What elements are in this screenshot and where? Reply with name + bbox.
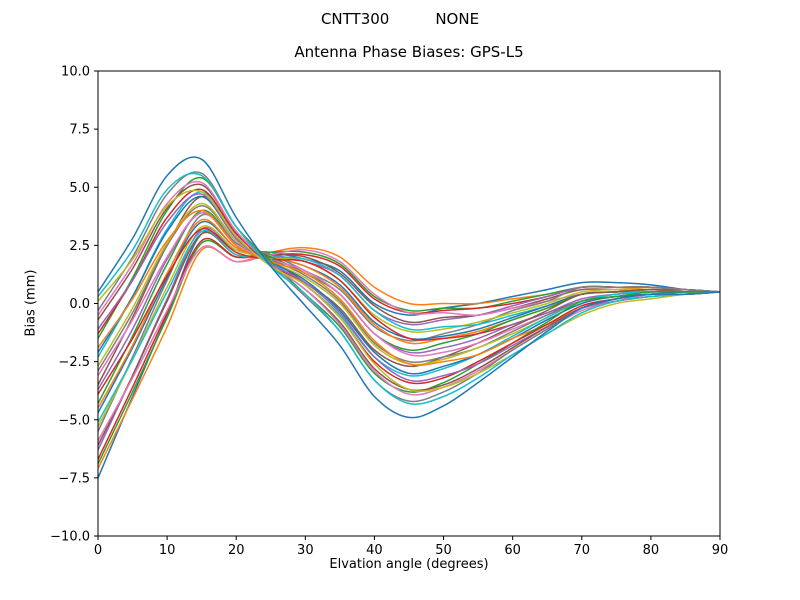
series-line <box>98 228 720 395</box>
y-tick-label: 7.5 <box>69 123 90 138</box>
series-line <box>98 246 720 470</box>
series-line <box>98 195 720 375</box>
figure-suptitle: CNTT300 NONE <box>0 10 800 28</box>
series-line <box>98 191 720 377</box>
suptitle-left-text: CNTT300 <box>320 10 390 28</box>
series-line <box>98 177 720 393</box>
x-tick-label: 60 <box>504 543 521 558</box>
series-line <box>98 189 720 392</box>
chart-title: Antenna Phase Biases: GPS-L5 <box>294 43 524 61</box>
x-tick-label: 50 <box>435 543 452 558</box>
y-tick-label: −5.0 <box>58 413 90 428</box>
x-tick-label: 90 <box>712 543 729 558</box>
x-axis-label: Elvation angle (degrees) <box>329 557 489 572</box>
y-tick-label: 5.0 <box>69 181 90 196</box>
y-tick-label: −2.5 <box>58 355 90 370</box>
x-tick-label: 70 <box>574 543 591 558</box>
series-line <box>98 195 720 386</box>
y-tick-label: 10.0 <box>61 65 90 80</box>
y-tick-label: −10.0 <box>50 530 90 545</box>
x-tick-label: 10 <box>159 543 176 558</box>
x-tick-label: 30 <box>297 543 314 558</box>
x-tick-label: 80 <box>643 543 660 558</box>
suptitle-right-text: NONE <box>435 10 480 28</box>
y-tick-label: 0.0 <box>69 297 90 312</box>
series-line <box>98 230 720 479</box>
x-tick-label: 40 <box>366 543 383 558</box>
x-tick-label: 0 <box>94 543 102 558</box>
series-lines-group <box>98 156 720 479</box>
series-line <box>98 237 720 461</box>
x-tick-label: 20 <box>228 543 245 558</box>
series-line <box>98 172 720 405</box>
y-tick-label: −7.5 <box>58 471 90 486</box>
series-line <box>98 156 720 419</box>
y-tick-label: 2.5 <box>69 239 90 254</box>
